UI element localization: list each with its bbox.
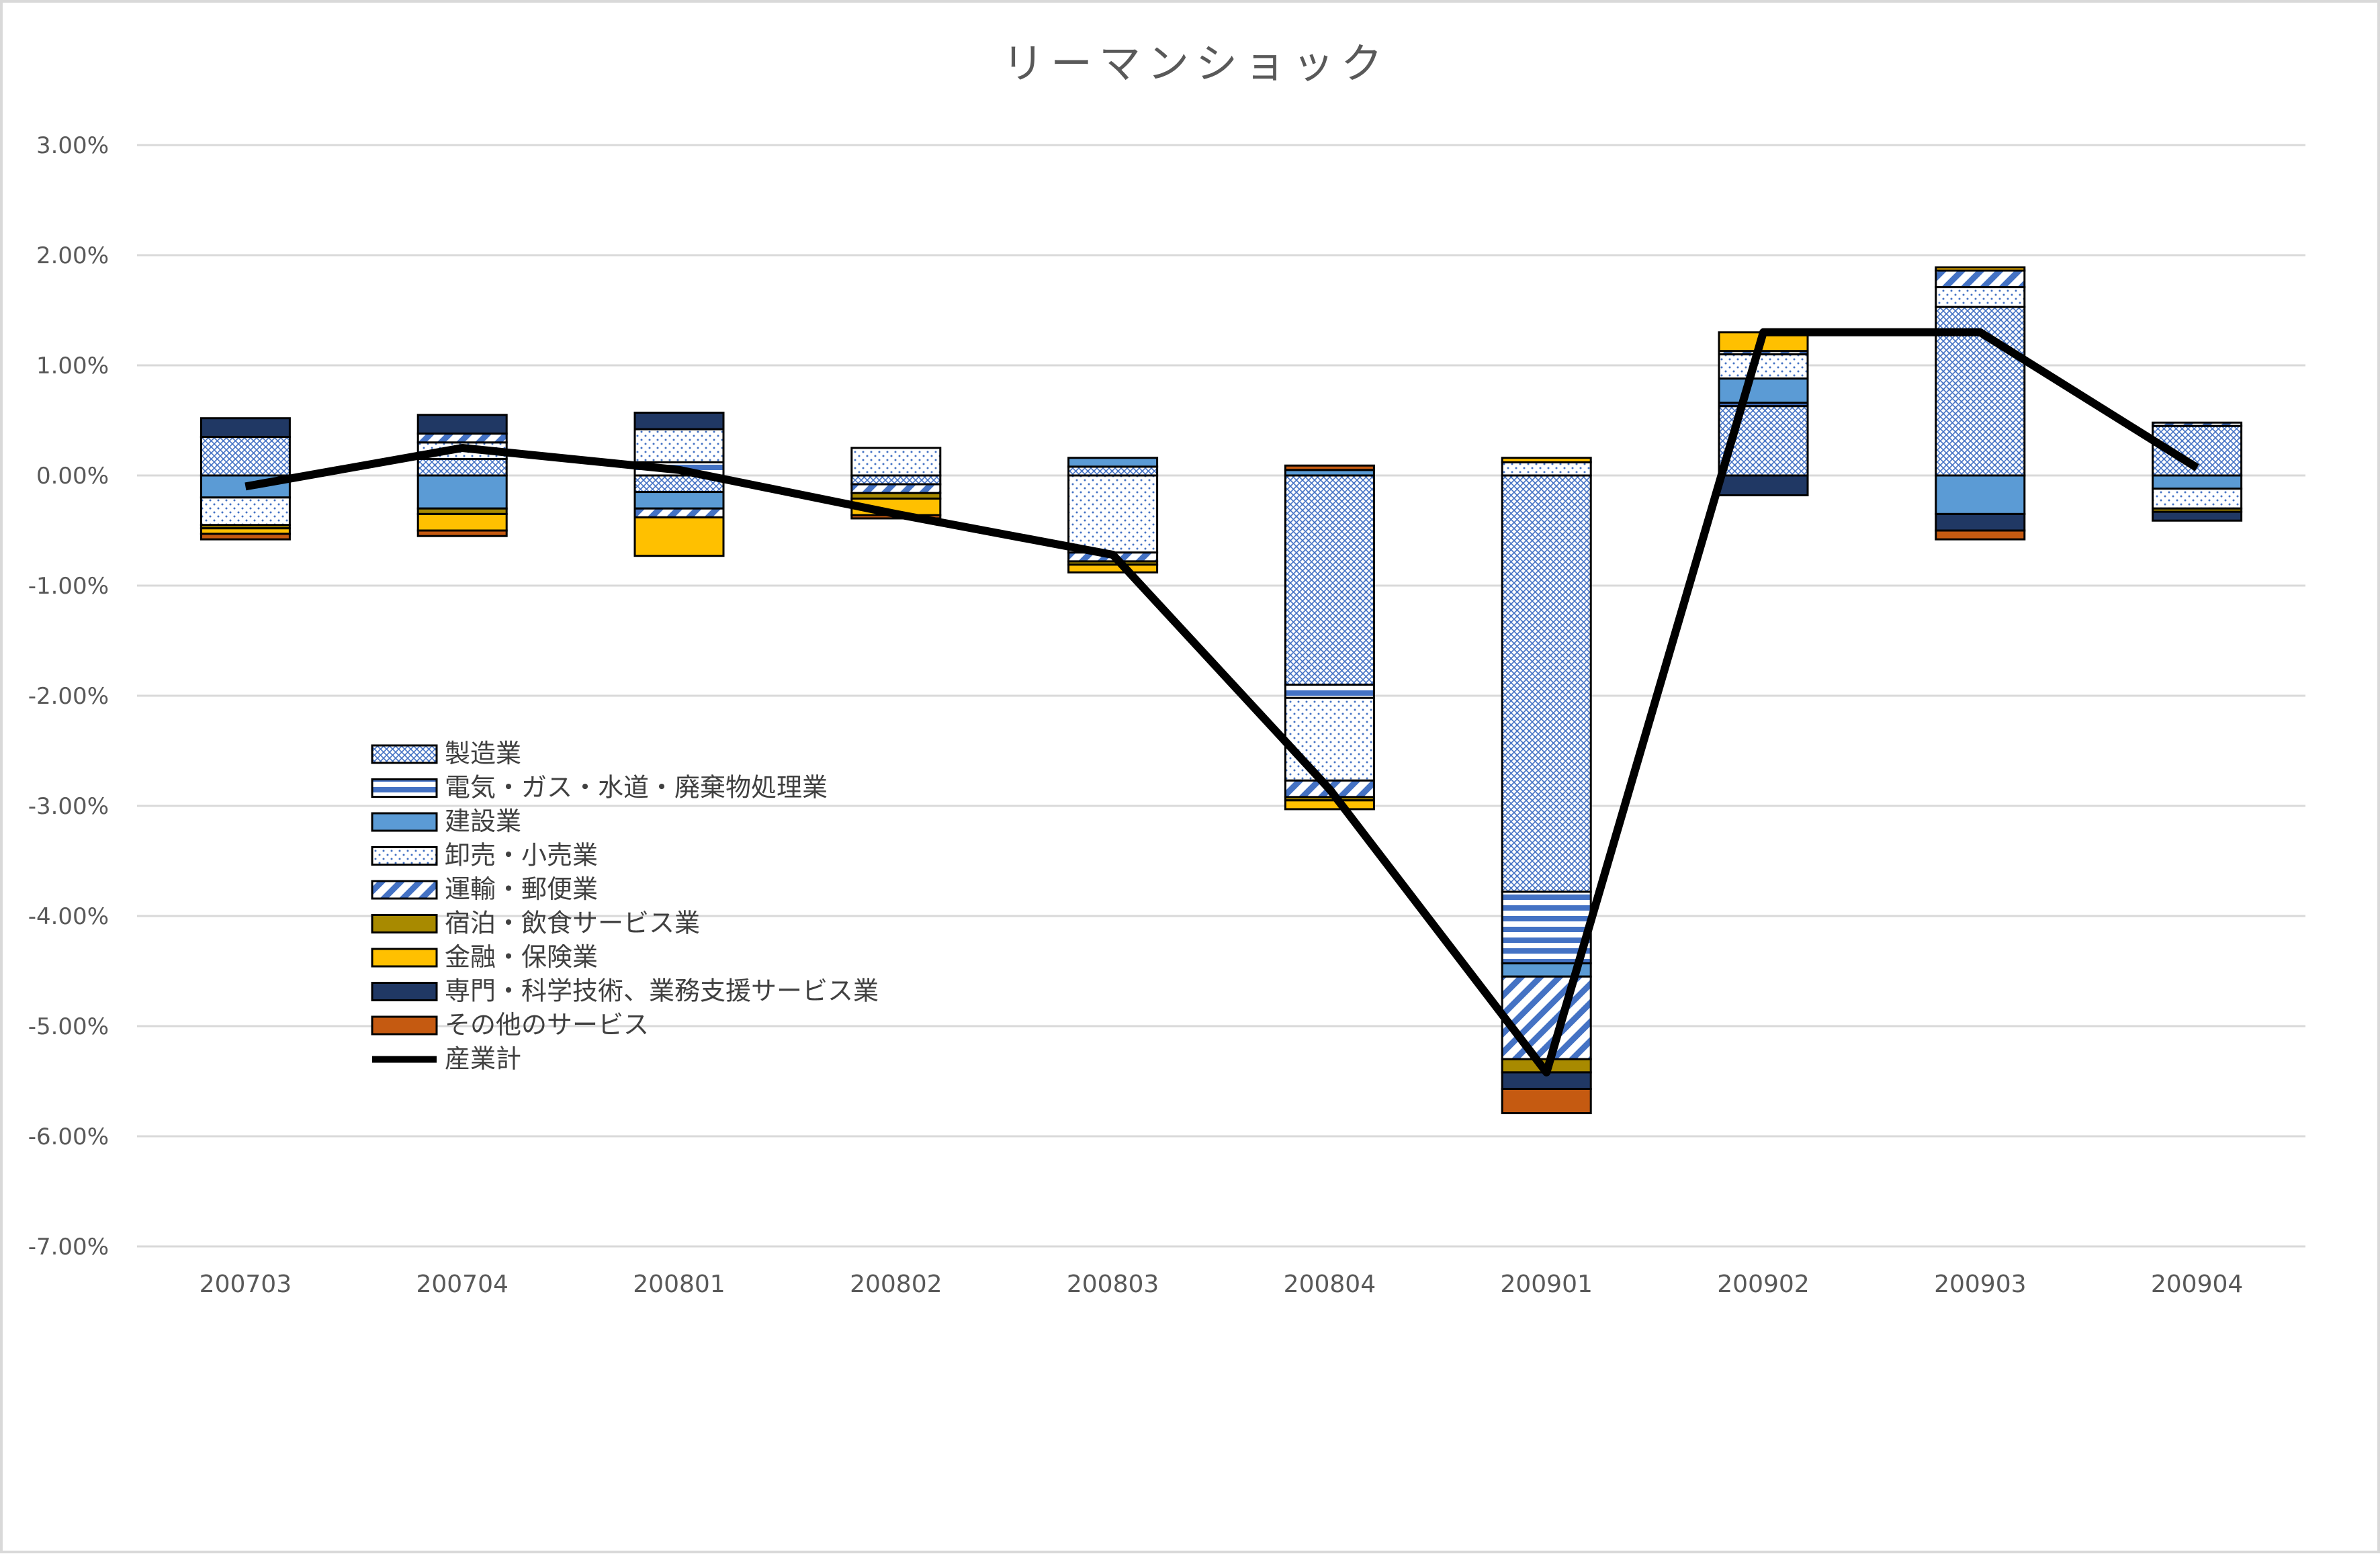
bar-segment	[1067, 474, 1159, 554]
x-tick-label: 200902	[1717, 1271, 1809, 1298]
bar-segment	[416, 512, 508, 532]
legend-swatch	[371, 812, 438, 832]
legend-swatch	[371, 948, 438, 968]
legend-swatch	[371, 914, 438, 933]
bar-segment	[416, 457, 508, 477]
bar-segment	[2152, 510, 2243, 522]
x-tick-label: 200903	[1934, 1271, 2026, 1298]
legend-swatch	[371, 846, 438, 866]
bar-segment	[850, 474, 942, 486]
x-tick-label: 200901	[1500, 1271, 1592, 1298]
bar-segment	[1501, 461, 1592, 477]
bar-segment	[1501, 474, 1592, 893]
legend-swatch	[371, 880, 438, 900]
legend-swatch	[371, 982, 438, 1001]
y-tick-label: 2.00%	[36, 242, 109, 269]
y-tick-label: -4.00%	[28, 903, 109, 930]
legend-label: 製造業	[445, 739, 521, 768]
bar-segment	[1935, 474, 2026, 515]
bar-segment	[416, 432, 508, 444]
bar-segment	[1501, 890, 1592, 965]
bar-segment	[1935, 529, 2026, 541]
bar-segment	[200, 533, 291, 541]
bar-segment	[850, 483, 942, 494]
legend-label: その他のサービス	[445, 1010, 649, 1040]
legend: 製造業電気・ガス・水道・廃棄物処理業建設業卸売・小売業運輸・郵便業宿泊・飲食サー…	[371, 739, 879, 1074]
legend-label: 卸売・小売業	[445, 841, 598, 870]
y-tick-label: -5.00%	[28, 1013, 109, 1040]
y-tick-label: -2.00%	[28, 683, 109, 710]
x-tick-label: 200802	[850, 1271, 942, 1298]
legend-swatch	[371, 1015, 438, 1036]
total-line	[245, 328, 2199, 1077]
x-tick-label: 200801	[633, 1271, 725, 1298]
bar-segment	[1284, 464, 1375, 471]
y-tick-label: 3.00%	[36, 132, 109, 159]
bar-segment	[1284, 474, 1375, 686]
bar-segment	[1935, 269, 2026, 289]
x-tick-label: 200904	[2151, 1271, 2243, 1298]
total-line-path	[245, 328, 2199, 1077]
bar-segment	[1501, 1087, 1592, 1115]
bar-segment	[1501, 975, 1592, 1060]
bar-segment	[633, 428, 725, 463]
bar-segment	[1284, 684, 1375, 699]
chart-svg: 3.00% 2.00% 1.00% 0.00% -1.00% -2.00% -3.00% -4…	[28, 39, 2305, 1298]
y-tick-label: -3.00%	[28, 793, 109, 820]
bar-segment	[633, 516, 725, 557]
legend-label: 電気・ガス・水道・廃棄物処理業	[445, 773, 828, 803]
x-tick-label: 200803	[1067, 1271, 1159, 1298]
bar-segment	[2152, 488, 2243, 510]
bar-segment	[200, 436, 291, 477]
bar-segment	[1935, 286, 2026, 308]
legend-label: 産業計	[445, 1044, 521, 1074]
gridlines	[137, 144, 2305, 1248]
bar-segment	[1718, 353, 1809, 380]
bar-segment	[1718, 377, 1809, 404]
bar-segment	[633, 507, 725, 518]
bar-segment	[1935, 512, 2026, 532]
legend-swatch	[371, 778, 438, 798]
bar-segment	[1067, 563, 1159, 574]
bar-segment	[416, 529, 508, 537]
bar-segment	[2152, 474, 2243, 490]
x-tick-label: 200703	[200, 1271, 292, 1298]
legend-label: 運輸・郵便業	[445, 874, 598, 904]
legend-label: 宿泊・飲食サービス業	[445, 909, 700, 938]
legend-label: 建設業	[445, 807, 521, 836]
bar-segment	[633, 491, 725, 510]
y-tick-label: -1.00%	[28, 573, 109, 600]
bar-segment	[1935, 266, 2026, 272]
x-tick-label: 200704	[416, 1271, 508, 1298]
y-tick-label: 1.00%	[36, 353, 109, 379]
y-tick-label: -6.00%	[28, 1124, 109, 1150]
x-axis-labels: 200703 200704 200801 200802 200803 200804 2009…	[200, 1271, 2244, 1298]
bar-segment	[200, 417, 291, 439]
legend-swatch	[371, 744, 438, 764]
chart-title: リーマンショック	[1002, 39, 1389, 88]
legend-label: 専門・科学技術、業務支援サービス業	[445, 976, 879, 1006]
bar-segment	[633, 412, 725, 430]
bar-segment	[1067, 457, 1159, 468]
bar-segment	[416, 474, 508, 510]
bar-segment	[1284, 799, 1375, 811]
bar-segment	[416, 414, 508, 435]
bar-segment	[1284, 696, 1375, 782]
bar-segment	[1501, 457, 1592, 463]
y-tick-label: -7.00%	[28, 1234, 109, 1261]
bar-segment	[850, 447, 942, 477]
legend-label: 金融・保険業	[445, 942, 598, 972]
y-axis-labels: 3.00% 2.00% 1.00% 0.00% -1.00% -2.00% -3.00% -4…	[28, 132, 109, 1261]
bar-segment	[2152, 421, 2243, 427]
bar-segment	[1067, 465, 1159, 477]
bar-segment	[1718, 474, 1809, 497]
x-tick-label: 200804	[1284, 1271, 1376, 1298]
y-tick-label: 0.00%	[36, 463, 109, 490]
bar-segment	[200, 496, 291, 527]
